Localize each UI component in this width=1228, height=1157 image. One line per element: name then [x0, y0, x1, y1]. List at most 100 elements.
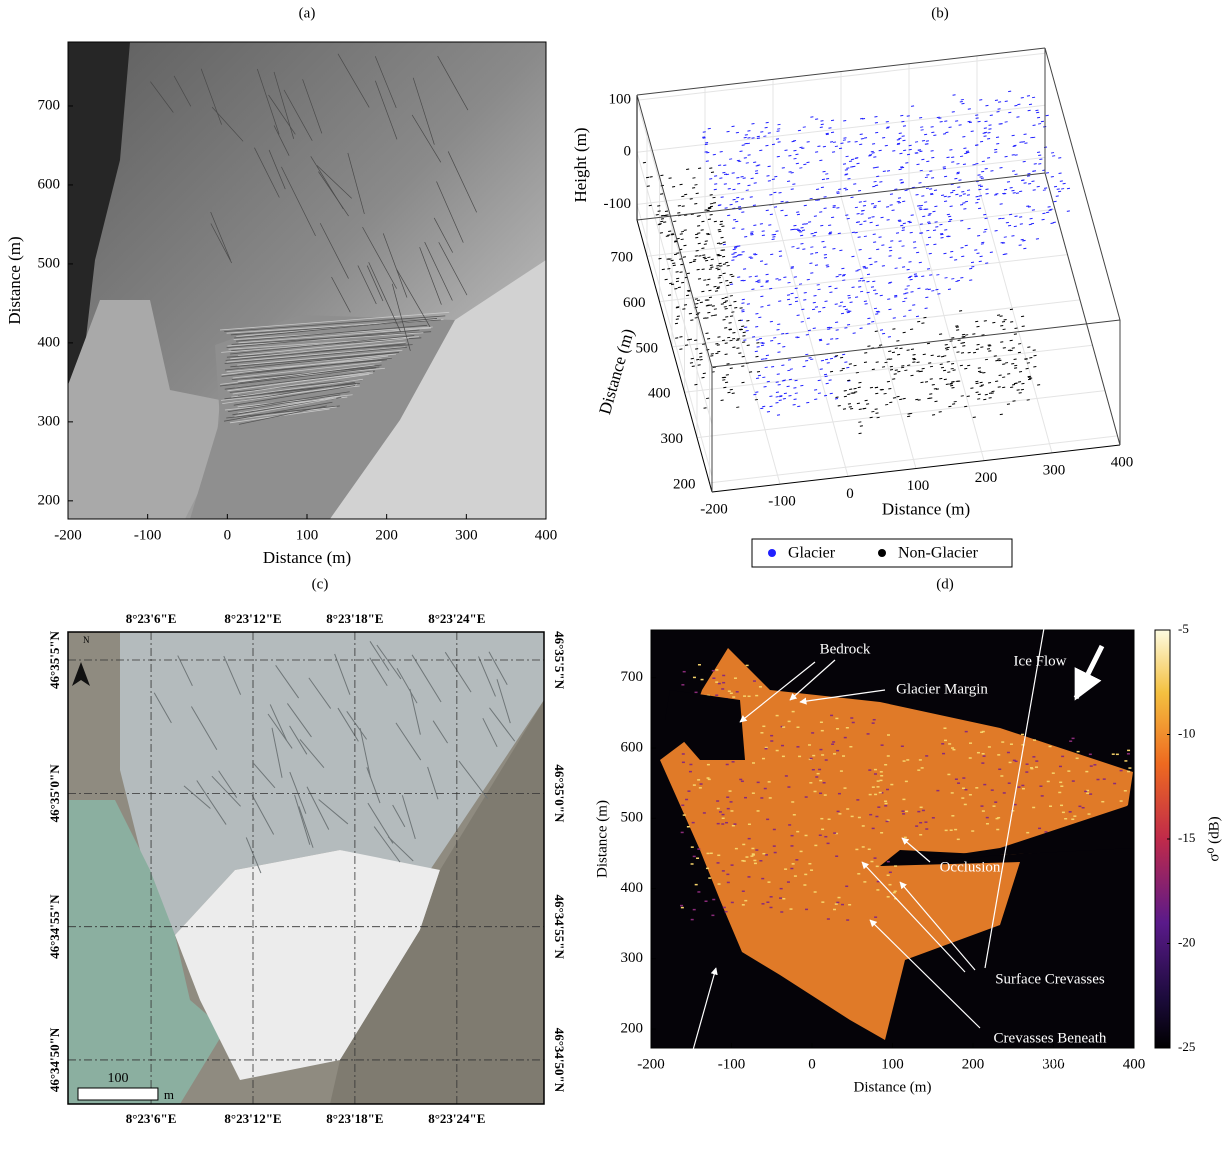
point-cloud — [743, 178, 746, 179]
point-cloud — [871, 322, 874, 323]
point-cloud — [1000, 316, 1003, 317]
point-cloud — [1037, 117, 1040, 118]
point-cloud — [973, 417, 976, 418]
speckle — [1078, 806, 1081, 808]
point-cloud — [919, 209, 922, 210]
y-axis-label: Distance (m) — [594, 800, 610, 878]
point-cloud — [709, 179, 712, 180]
speckle — [1076, 758, 1079, 760]
point-cloud — [725, 280, 728, 281]
point-cloud — [951, 387, 954, 388]
point-cloud — [1002, 377, 1005, 378]
point-cloud — [721, 197, 724, 198]
point-cloud — [864, 353, 867, 354]
point-cloud — [744, 236, 747, 237]
point-cloud — [768, 133, 771, 134]
speckle — [681, 805, 684, 807]
point-cloud — [903, 398, 906, 399]
speckle — [712, 899, 715, 901]
point-cloud — [693, 261, 696, 262]
point-cloud — [762, 377, 765, 378]
x-tick-label: 8°23'12"E — [224, 1111, 281, 1126]
point-cloud — [717, 287, 720, 288]
point-cloud — [676, 307, 679, 308]
point-cloud — [697, 269, 700, 270]
speckle — [862, 825, 865, 827]
point-cloud — [967, 195, 970, 196]
annotation: Surface Crevasses — [995, 971, 1105, 987]
speckle — [1008, 782, 1011, 784]
point-cloud — [981, 171, 984, 172]
speckle — [697, 848, 700, 850]
point-cloud — [744, 327, 747, 328]
point-cloud — [917, 206, 920, 207]
speckle — [969, 757, 972, 759]
point-cloud — [922, 216, 925, 217]
x-tick-label: 100 — [881, 1056, 904, 1072]
point-cloud — [1019, 191, 1022, 192]
point-cloud — [672, 186, 675, 187]
point-cloud — [711, 259, 714, 260]
speckle — [819, 834, 822, 836]
scale-label: 100 — [107, 1071, 128, 1086]
point-cloud — [877, 417, 880, 418]
point-cloud — [876, 362, 879, 363]
point-cloud — [709, 269, 712, 270]
point-cloud — [914, 276, 917, 277]
panel-label: (b) — [931, 5, 949, 21]
speckle — [810, 758, 813, 760]
point-cloud — [734, 248, 737, 249]
point-cloud — [1027, 363, 1030, 364]
point-cloud — [830, 371, 833, 372]
speckle — [977, 752, 980, 754]
x-axis-label: Distance (m) — [263, 548, 351, 567]
point-cloud — [939, 224, 942, 225]
speckle — [682, 762, 685, 764]
speckle — [759, 860, 762, 862]
box-edge — [712, 320, 1120, 367]
point-cloud — [799, 168, 802, 169]
point-cloud — [772, 144, 775, 145]
point-cloud — [883, 171, 886, 172]
point-cloud — [795, 393, 798, 394]
x-tick-label: 100 — [907, 478, 930, 494]
point-cloud — [902, 267, 905, 268]
point-cloud — [1032, 181, 1035, 182]
point-cloud — [714, 309, 717, 310]
point-cloud — [855, 142, 858, 143]
speckle — [893, 892, 896, 894]
point-cloud — [702, 255, 705, 256]
point-cloud — [835, 399, 838, 400]
speckle — [943, 727, 946, 729]
point-cloud — [721, 304, 724, 305]
point-cloud — [916, 195, 919, 196]
speckle — [886, 821, 889, 823]
speckle — [1009, 762, 1012, 764]
speckle — [920, 807, 923, 809]
point-cloud — [879, 345, 882, 346]
speckle — [962, 777, 965, 779]
point-cloud — [967, 228, 970, 229]
speckle — [1082, 807, 1085, 809]
x-tick-label: 300 — [1043, 462, 1066, 478]
speckle — [743, 695, 746, 697]
point-cloud — [705, 241, 708, 242]
point-cloud — [790, 369, 793, 370]
point-cloud — [859, 433, 862, 434]
point-cloud — [905, 289, 908, 290]
speckle — [857, 873, 860, 875]
speckle — [788, 824, 791, 826]
point-cloud — [998, 360, 1001, 361]
legend-marker — [878, 549, 886, 557]
point-cloud — [980, 186, 983, 187]
speckle — [997, 817, 1000, 819]
point-cloud — [675, 338, 678, 339]
point-cloud — [826, 265, 829, 266]
point-cloud — [916, 252, 919, 253]
point-cloud — [1002, 364, 1005, 365]
speckle — [795, 859, 798, 861]
point-cloud — [941, 367, 944, 368]
point-cloud — [706, 161, 709, 162]
point-cloud — [1015, 216, 1018, 217]
point-cloud — [741, 177, 744, 178]
